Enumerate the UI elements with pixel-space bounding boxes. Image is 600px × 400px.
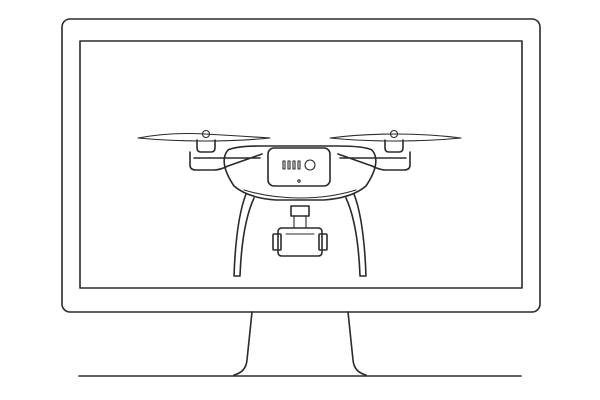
camera-gimbal <box>277 227 323 257</box>
monitor-stand-neck <box>233 311 367 376</box>
gimbal-mount <box>290 205 310 217</box>
battery-cover <box>267 147 331 187</box>
monitor-bezel <box>61 18 541 313</box>
drone-icon <box>137 129 462 277</box>
right-propeller <box>329 133 462 142</box>
battery-indicator-icon <box>282 159 316 171</box>
right-motor <box>384 139 404 153</box>
camera-right-bracket <box>318 233 328 251</box>
left-propeller <box>137 132 271 142</box>
drone-body <box>223 145 377 201</box>
right-landing-gear <box>345 193 367 277</box>
left-motor <box>196 139 216 153</box>
camera-left-bracket <box>272 233 282 251</box>
left-landing-gear <box>233 193 255 277</box>
monitor-screen <box>79 40 523 289</box>
